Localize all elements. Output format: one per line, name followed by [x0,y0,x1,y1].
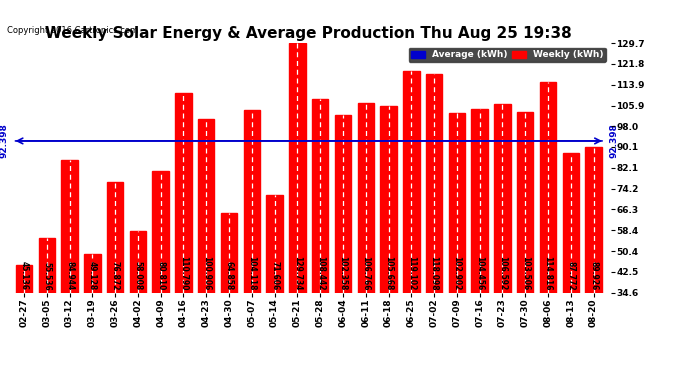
Text: 71.606: 71.606 [270,261,279,290]
Bar [198,118,215,292]
Text: 80.810: 80.810 [156,261,165,290]
Bar [426,74,442,292]
Text: 110.790: 110.790 [179,256,188,290]
Bar [380,106,397,292]
Text: 64.858: 64.858 [224,261,233,290]
Bar [312,99,328,292]
Text: Copyright 2016 Cartronics.com: Copyright 2016 Cartronics.com [7,26,138,35]
Text: 119.102: 119.102 [407,256,416,290]
Text: 129.734: 129.734 [293,256,302,290]
Bar [84,254,101,292]
Bar [16,265,32,292]
Bar [517,112,533,292]
Bar [175,93,192,292]
Text: 45.136: 45.136 [19,261,28,290]
Text: 104.456: 104.456 [475,256,484,290]
Bar [471,110,488,292]
Text: 106.592: 106.592 [498,256,507,290]
Text: 104.118: 104.118 [247,256,256,290]
Text: 55.536: 55.536 [42,262,51,290]
Text: 102.902: 102.902 [453,256,462,290]
Bar [357,103,374,292]
Bar [335,115,351,292]
Bar [244,110,260,292]
Text: 92.398: 92.398 [609,123,618,158]
Text: 76.872: 76.872 [110,261,119,290]
Bar [289,43,306,292]
Text: 92.398: 92.398 [0,123,8,158]
Bar [130,231,146,292]
Text: 114.816: 114.816 [544,256,553,290]
Bar [266,195,283,292]
Bar [494,104,511,292]
Text: 108.442: 108.442 [315,256,325,290]
Bar [107,182,124,292]
Text: 49.128: 49.128 [88,261,97,290]
Text: 106.766: 106.766 [362,256,371,290]
Title: Weekly Solar Energy & Average Production Thu Aug 25 19:38: Weekly Solar Energy & Average Production… [46,26,572,40]
Text: 100.906: 100.906 [201,256,210,290]
Text: 58.008: 58.008 [133,261,142,290]
Text: 89.926: 89.926 [589,261,598,290]
Bar [39,238,55,292]
Bar [403,71,420,292]
Legend: Average (kWh), Weekly (kWh): Average (kWh), Weekly (kWh) [408,48,606,62]
Bar [221,213,237,292]
Text: 84.944: 84.944 [65,261,74,290]
Bar [448,113,465,292]
Bar [152,171,169,292]
Bar [540,82,556,292]
Bar [585,147,602,292]
Text: 105.668: 105.668 [384,256,393,290]
Bar [61,160,78,292]
Text: 118.098: 118.098 [430,256,439,290]
Text: 102.358: 102.358 [339,256,348,290]
Bar [562,153,579,292]
Text: 87.772: 87.772 [566,261,575,290]
Text: 103.506: 103.506 [521,256,530,290]
